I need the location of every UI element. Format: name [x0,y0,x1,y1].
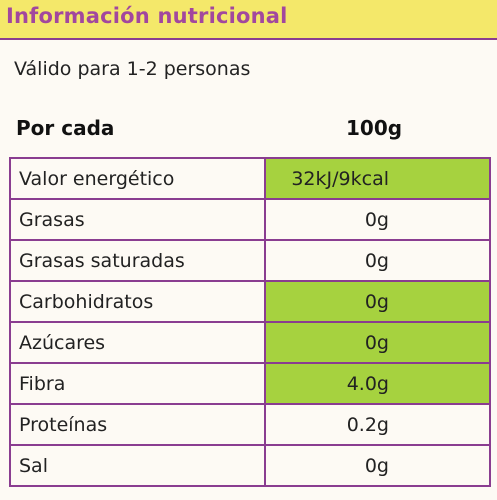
table-row: Valor energético 32kJ/9kcal [9,157,491,200]
row-label: Proteínas [9,403,266,446]
row-label: Grasas saturadas [9,239,266,282]
row-label: Valor energético [9,157,266,200]
row-value: 32kJ/9kcal [264,157,491,200]
row-label: Sal [9,444,266,487]
row-value: 0g [264,321,491,364]
nutrition-table: Valor energético 32kJ/9kcal Grasas 0g Gr… [9,157,491,487]
table-row: Grasas saturadas 0g [9,239,491,282]
serving-note: Válido para 1-2 personas [14,58,251,80]
row-value: 0g [264,239,491,282]
column-header-per: Por cada [16,116,115,140]
page-title: Información nutricional [6,4,288,28]
row-label: Carbohidratos [9,280,266,323]
table-row: Carbohidratos 0g [9,280,491,323]
row-value: 0g [264,280,491,323]
row-label: Fibra [9,362,266,405]
table-row: Grasas 0g [9,198,491,241]
table-row: Sal 0g [9,444,491,487]
row-value: 0g [264,444,491,487]
row-label: Grasas [9,198,266,241]
table-row: Proteínas 0.2g [9,403,491,446]
row-value: 4.0g [264,362,491,405]
table-row: Fibra 4.0g [9,362,491,405]
column-header-amount: 100g [346,116,403,140]
row-value: 0g [264,198,491,241]
header-bar: Información nutricional [0,0,497,40]
row-label: Azúcares [9,321,266,364]
table-row: Azúcares 0g [9,321,491,364]
row-value: 0.2g [264,403,491,446]
